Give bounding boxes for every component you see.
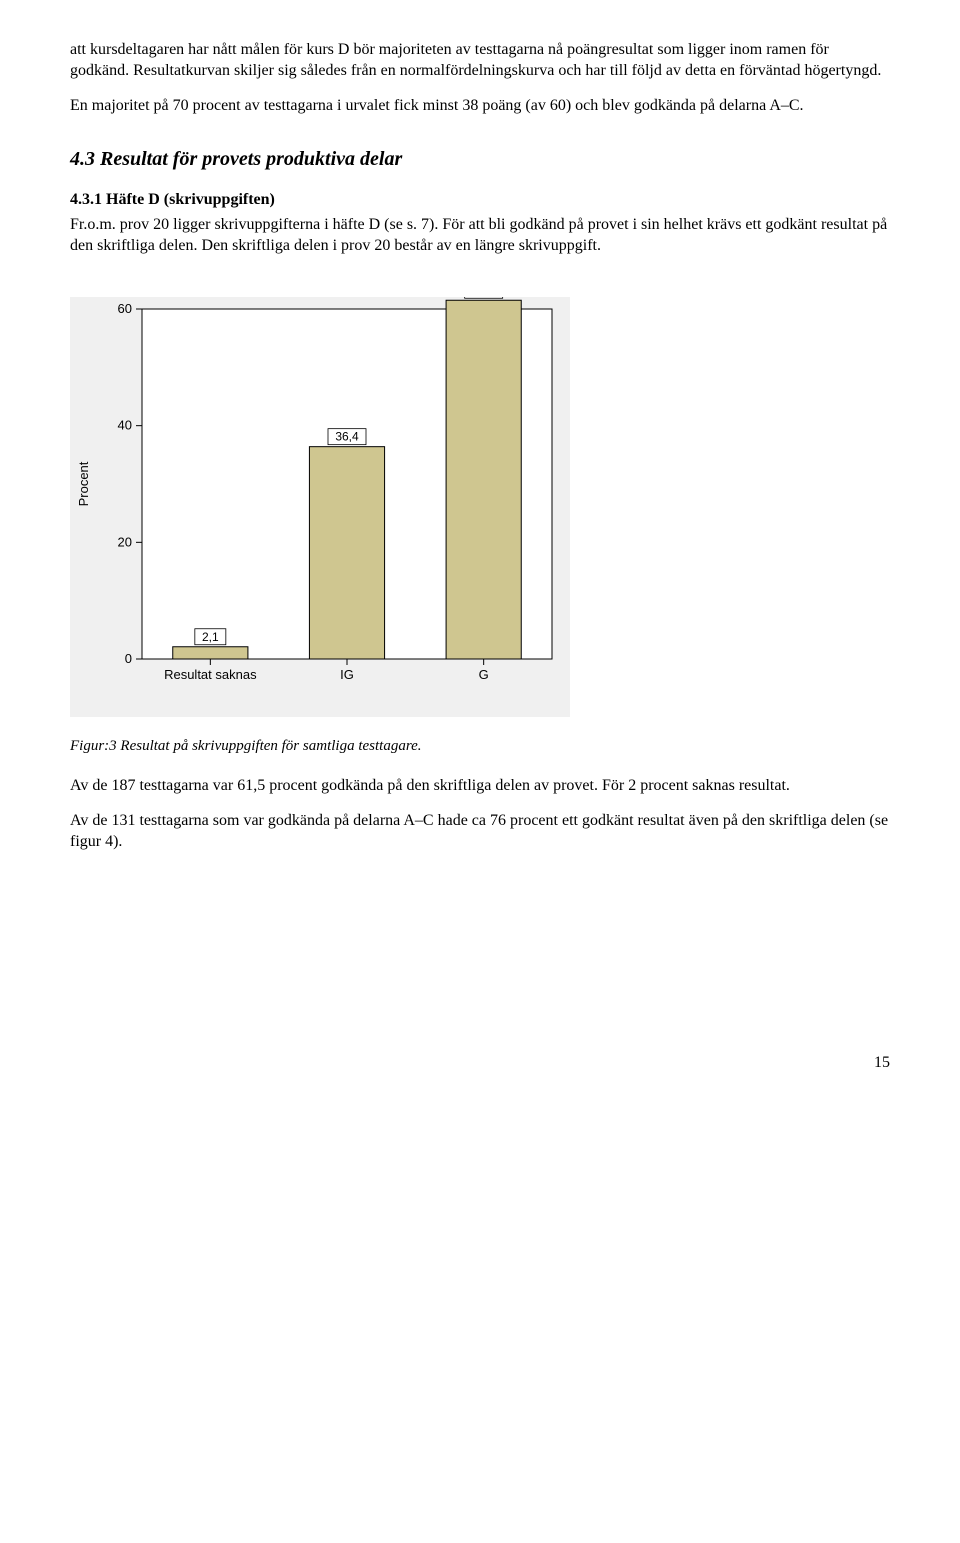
svg-text:60: 60 — [118, 301, 132, 316]
body-paragraph: En majoritet på 70 procent av testtagarn… — [70, 96, 890, 117]
para3-text: Fr.o.m. prov 20 ligger skrivuppgifterna … — [70, 216, 887, 254]
svg-text:20: 20 — [118, 534, 132, 549]
figure-caption: Figur:3 Resultat på skrivuppgiften för s… — [70, 737, 890, 757]
svg-text:2,1: 2,1 — [202, 630, 219, 644]
page-number: 15 — [70, 1053, 890, 1074]
subsection-heading-4-3-1: 4.3.1 Häfte D (skrivuppgiften) — [70, 190, 890, 211]
para5-text: Av de 131 testtagarna som var godkända p… — [70, 812, 888, 850]
body-paragraph: Fr.o.m. prov 20 ligger skrivuppgifterna … — [70, 215, 890, 257]
svg-text:Procent: Procent — [76, 461, 91, 506]
svg-text:IG: IG — [340, 667, 354, 682]
body-paragraph: Av de 131 testtagarna som var godkända p… — [70, 811, 890, 853]
para4-text: Av de 187 testtagarna var 61,5 procent g… — [70, 777, 790, 794]
svg-text:Resultat saknas: Resultat saknas — [164, 667, 257, 682]
results-bar-chart: 0204060Procent2,1Resultat saknas36,4IG61… — [70, 297, 890, 717]
chart-svg: 0204060Procent2,1Resultat saknas36,4IG61… — [70, 297, 570, 717]
para1-text: att kursdeltagaren har nått målen för ku… — [70, 41, 881, 79]
svg-text:G: G — [479, 667, 489, 682]
svg-text:40: 40 — [118, 417, 132, 432]
svg-text:0: 0 — [125, 651, 132, 666]
body-paragraph: att kursdeltagaren har nått målen för ku… — [70, 40, 890, 82]
svg-text:36,4: 36,4 — [335, 429, 359, 443]
section-heading-4-3: 4.3 Resultat för provets produktiva dela… — [70, 146, 890, 172]
body-paragraph: Av de 187 testtagarna var 61,5 procent g… — [70, 776, 890, 797]
para2-text: En majoritet på 70 procent av testtagarn… — [70, 97, 804, 114]
